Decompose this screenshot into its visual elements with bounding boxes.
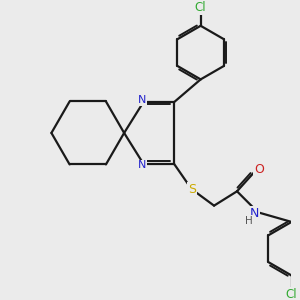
Text: O: O [254, 163, 264, 176]
Text: N: N [138, 95, 146, 105]
Text: Cl: Cl [286, 288, 297, 300]
Text: N: N [138, 160, 146, 170]
Text: H: H [244, 216, 252, 226]
Text: S: S [188, 183, 196, 196]
Text: N: N [250, 207, 259, 220]
Text: Cl: Cl [195, 1, 206, 14]
